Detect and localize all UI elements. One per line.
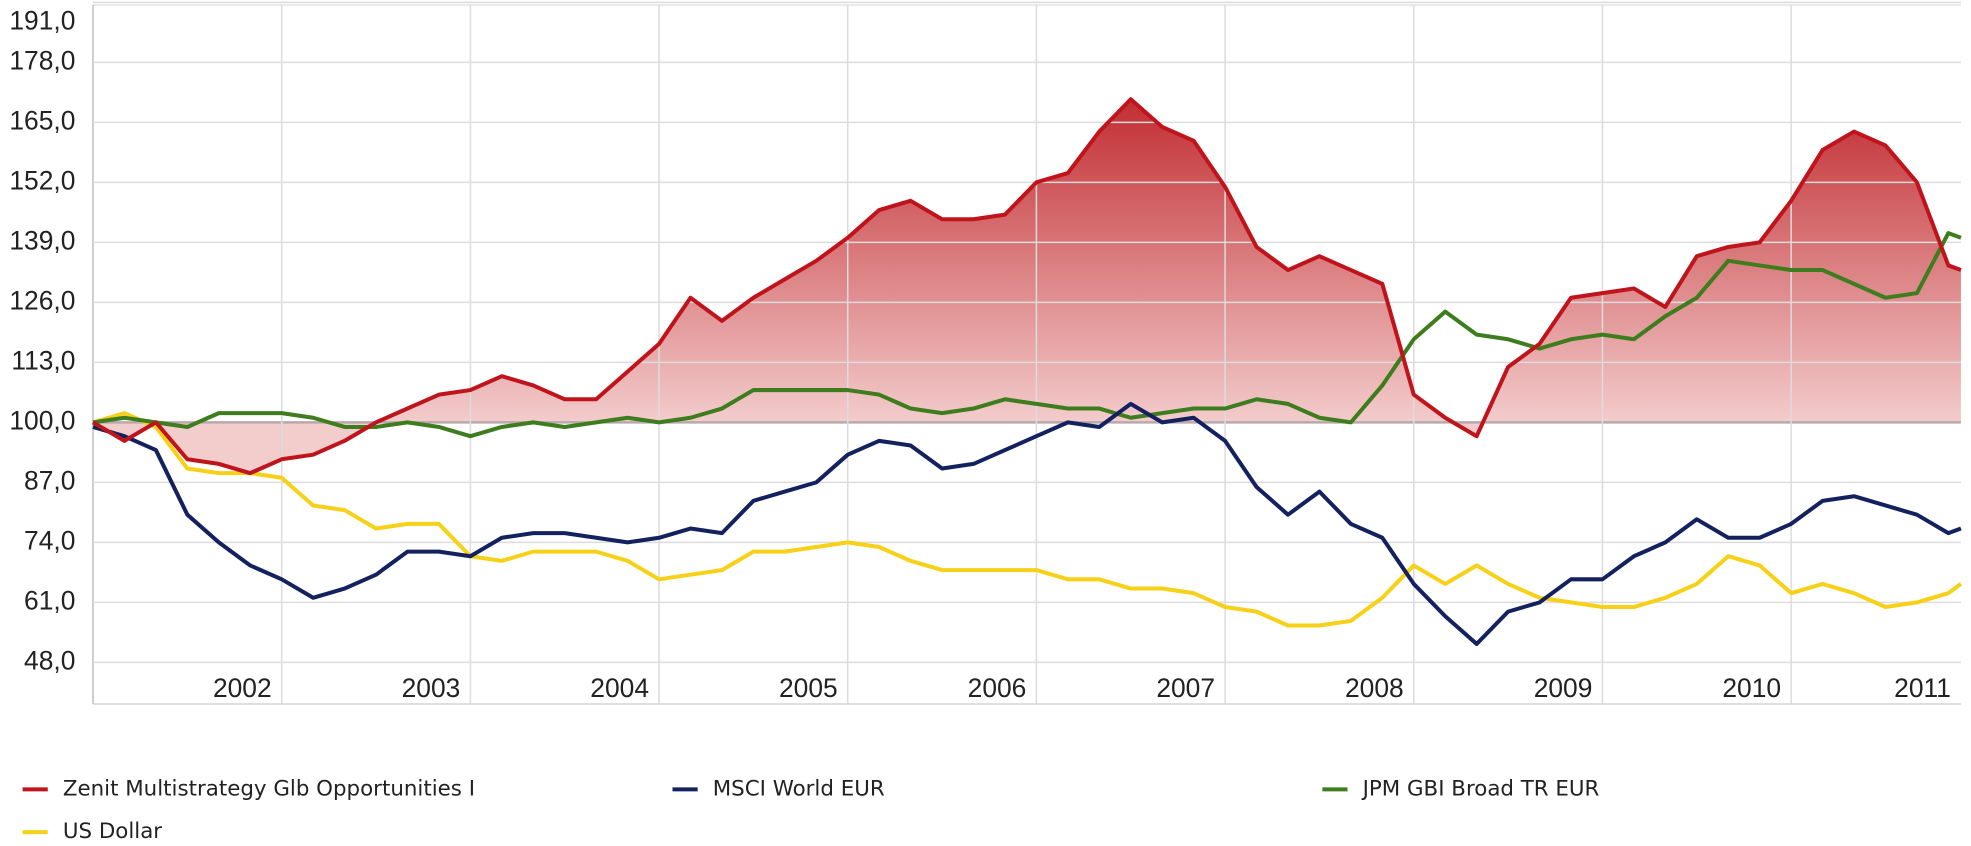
x-tick-label: 2010	[1722, 673, 1781, 703]
x-tick-label: 2004	[590, 673, 649, 703]
legend-label: US Dollar	[63, 819, 162, 844]
y-tick-label: 100,0	[9, 405, 75, 435]
x-tick-label: 2006	[968, 673, 1027, 703]
labels: 48,0 61,0 74,0 87,0 100,0 113,0 126,0 139,0 152,…	[9, 6, 1950, 703]
series-line	[92, 231, 1962, 439]
series-line	[92, 411, 1963, 628]
y-tick-label: 191,0	[9, 6, 75, 36]
legend-label: Zenit Multistrategy Glb Opportunities I	[63, 776, 475, 801]
y-tick-label: 113,0	[11, 345, 75, 375]
y-tick-label: 152,0	[9, 165, 75, 195]
y-tick-label: 74,0	[24, 525, 75, 555]
legend-label: MSCI World EUR	[713, 776, 885, 801]
x-tick-label: 2007	[1156, 673, 1215, 703]
lines	[92, 97, 1963, 646]
y-tick-label: 165,0	[9, 105, 75, 135]
area	[93, 99, 1961, 474]
x-tick-label: 2011	[1894, 673, 1951, 703]
series-line	[92, 97, 1962, 476]
y-tick-label: 87,0	[24, 465, 75, 495]
y-tick-label: 126,0	[9, 285, 75, 315]
series-line	[92, 401, 1962, 646]
y-tick-label: 61,0	[24, 585, 75, 615]
areas	[93, 99, 1961, 474]
x-tick-label: 2008	[1345, 673, 1404, 703]
grid	[92, 1, 1961, 705]
y-tick-label: 48,0	[24, 645, 75, 675]
legend-label: JPM GBI Broad TR EUR	[1361, 776, 1600, 801]
y-tick-label: 139,0	[9, 225, 75, 255]
legend: Zenit Multistrategy Glb Opportunities I M…	[22, 776, 1600, 844]
x-tick-label: 2005	[779, 673, 838, 703]
y-tick-label: 178,0	[9, 45, 75, 75]
x-tick-label: 2003	[402, 673, 461, 703]
x-tick-label: 2009	[1534, 673, 1593, 703]
x-tick-label: 2002	[213, 673, 272, 703]
